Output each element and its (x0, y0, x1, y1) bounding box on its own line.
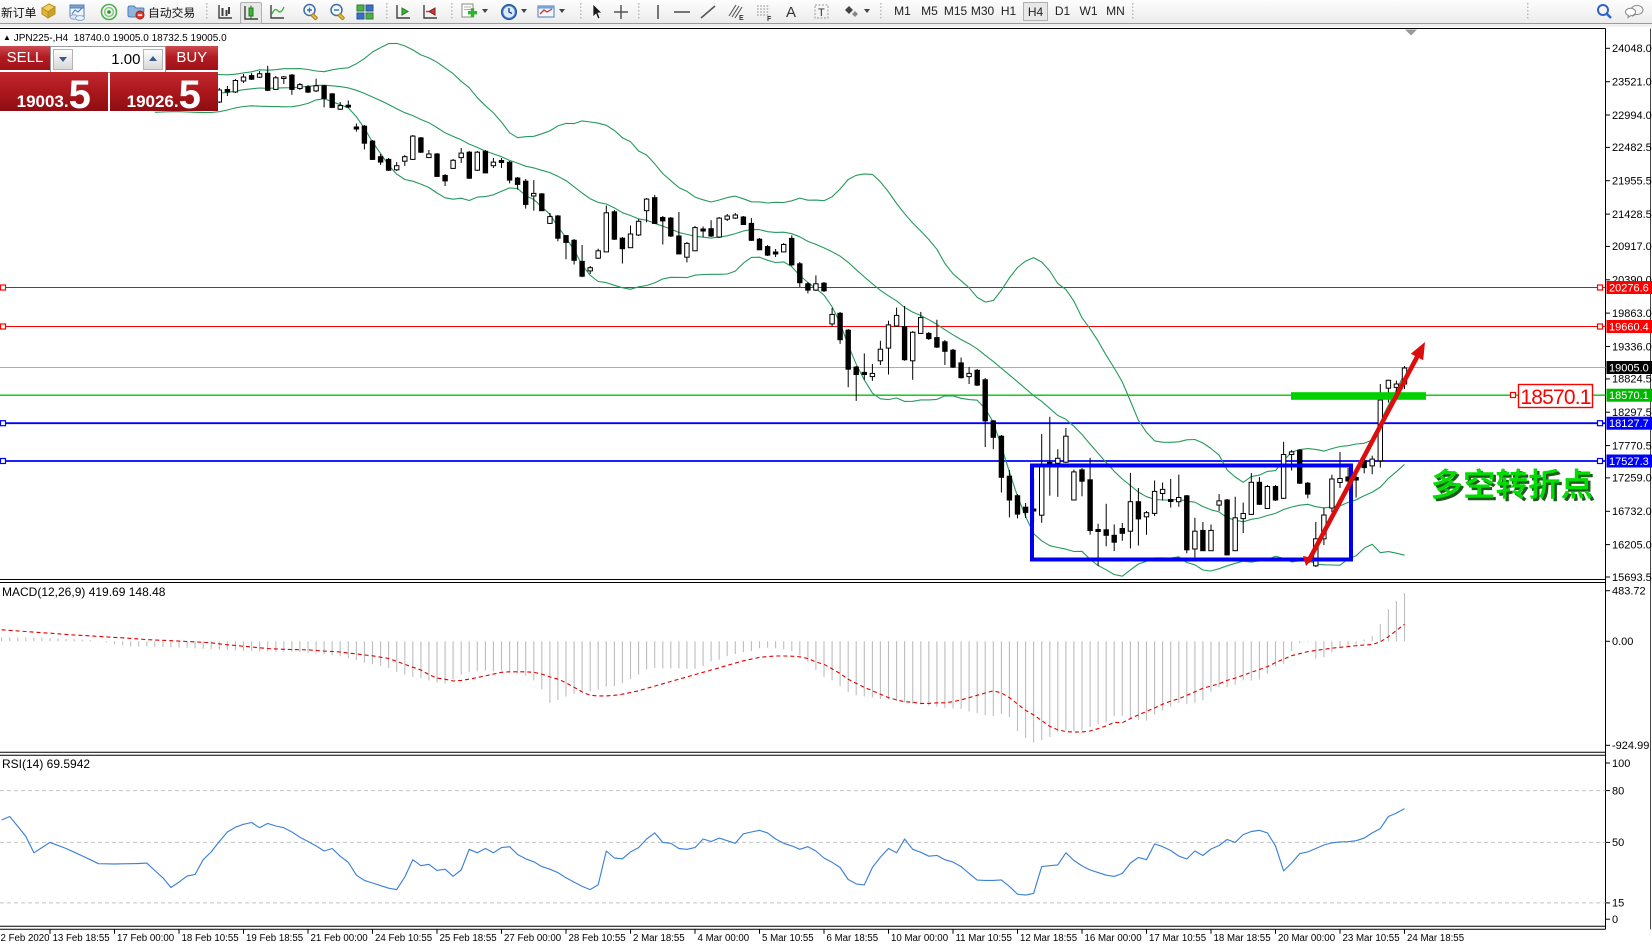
svg-text:17527.3: 17527.3 (1609, 456, 1649, 468)
svg-text:16732.0: 16732.0 (1612, 506, 1652, 518)
svg-text:18 Mar 18:55: 18 Mar 18:55 (1214, 933, 1271, 944)
svg-text:E: E (739, 15, 744, 22)
svg-text:80: 80 (1612, 785, 1624, 797)
svg-text:2 Mar 18:55: 2 Mar 18:55 (633, 933, 685, 944)
svg-text:23521.0: 23521.0 (1612, 77, 1652, 89)
svg-text:0.00: 0.00 (1612, 636, 1633, 648)
svg-text:20276.6: 20276.6 (1609, 282, 1649, 294)
svg-text:17259.0: 17259.0 (1612, 473, 1652, 485)
svg-text:50: 50 (1612, 837, 1624, 849)
svg-text:20917.0: 20917.0 (1612, 241, 1652, 253)
svg-text:4 Mar 00:00: 4 Mar 00:00 (698, 933, 750, 944)
svg-text:25 Feb 18:55: 25 Feb 18:55 (440, 933, 497, 944)
svg-text:20 Mar 00:00: 20 Mar 00:00 (1278, 933, 1336, 944)
svg-text:24 Mar 18:55: 24 Mar 18:55 (1407, 933, 1464, 944)
svg-text:21 Feb 00:00: 21 Feb 00:00 (311, 933, 369, 944)
svg-text:17 Mar 10:55: 17 Mar 10:55 (1149, 933, 1206, 944)
svg-text:24048.0: 24048.0 (1612, 43, 1652, 55)
svg-text:19863.0: 19863.0 (1612, 308, 1652, 320)
svg-text:19660.4: 19660.4 (1609, 321, 1649, 333)
svg-text:18297.5: 18297.5 (1612, 407, 1652, 419)
svg-text:5 Mar 10:55: 5 Mar 10:55 (762, 933, 814, 944)
svg-text:13 Feb 18:55: 13 Feb 18:55 (53, 933, 110, 944)
svg-text:22994.0: 22994.0 (1612, 110, 1652, 122)
svg-text:18127.7: 18127.7 (1609, 418, 1649, 430)
svg-text:11 Mar 10:55: 11 Mar 10:55 (956, 933, 1012, 944)
svg-text:12 Mar 18:55: 12 Mar 18:55 (1020, 933, 1077, 944)
svg-text:17770.5: 17770.5 (1612, 440, 1652, 452)
svg-text:F: F (767, 16, 772, 22)
svg-text:MACD(12,26,9) 419.69 148.48: MACD(12,26,9) 419.69 148.48 (2, 585, 166, 599)
svg-text:6 Mar 18:55: 6 Mar 18:55 (827, 933, 879, 944)
svg-text:28 Feb 10:55: 28 Feb 10:55 (569, 933, 626, 944)
svg-text:24 Feb 10:55: 24 Feb 10:55 (375, 933, 432, 944)
svg-text:23 Mar 10:55: 23 Mar 10:55 (1343, 933, 1400, 944)
svg-text:21955.5: 21955.5 (1612, 176, 1652, 188)
svg-text:19005.0: 19005.0 (1609, 362, 1649, 374)
svg-text:483.72: 483.72 (1612, 586, 1646, 598)
svg-text:18824.5: 18824.5 (1612, 374, 1652, 386)
svg-text:2 Feb 2020: 2 Feb 2020 (1, 933, 51, 944)
svg-text:27 Feb 00:00: 27 Feb 00:00 (504, 933, 562, 944)
svg-text:18 Feb 10:55: 18 Feb 10:55 (182, 933, 239, 944)
svg-text:16205.0: 16205.0 (1612, 539, 1652, 551)
svg-text:T: T (818, 7, 825, 19)
svg-text:0: 0 (1612, 914, 1618, 926)
svg-text:19 Feb 18:55: 19 Feb 18:55 (246, 933, 303, 944)
svg-text:10 Mar 00:00: 10 Mar 00:00 (891, 933, 949, 944)
svg-text:21428.5: 21428.5 (1612, 209, 1652, 221)
svg-text:RSI(14) 69.5942: RSI(14) 69.5942 (2, 757, 90, 771)
svg-text:15693.5: 15693.5 (1612, 572, 1652, 584)
svg-text:17 Feb 00:00: 17 Feb 00:00 (117, 933, 175, 944)
svg-text:22482.5: 22482.5 (1612, 142, 1652, 154)
svg-text:18570.1: 18570.1 (1609, 390, 1649, 402)
svg-text:100: 100 (1612, 758, 1630, 770)
svg-text:18570.1: 18570.1 (1520, 386, 1590, 409)
svg-text:16 Mar 00:00: 16 Mar 00:00 (1085, 933, 1143, 944)
svg-text:19336.0: 19336.0 (1612, 341, 1652, 353)
svg-text:-924.99: -924.99 (1612, 740, 1649, 752)
svg-text:15: 15 (1612, 898, 1624, 910)
